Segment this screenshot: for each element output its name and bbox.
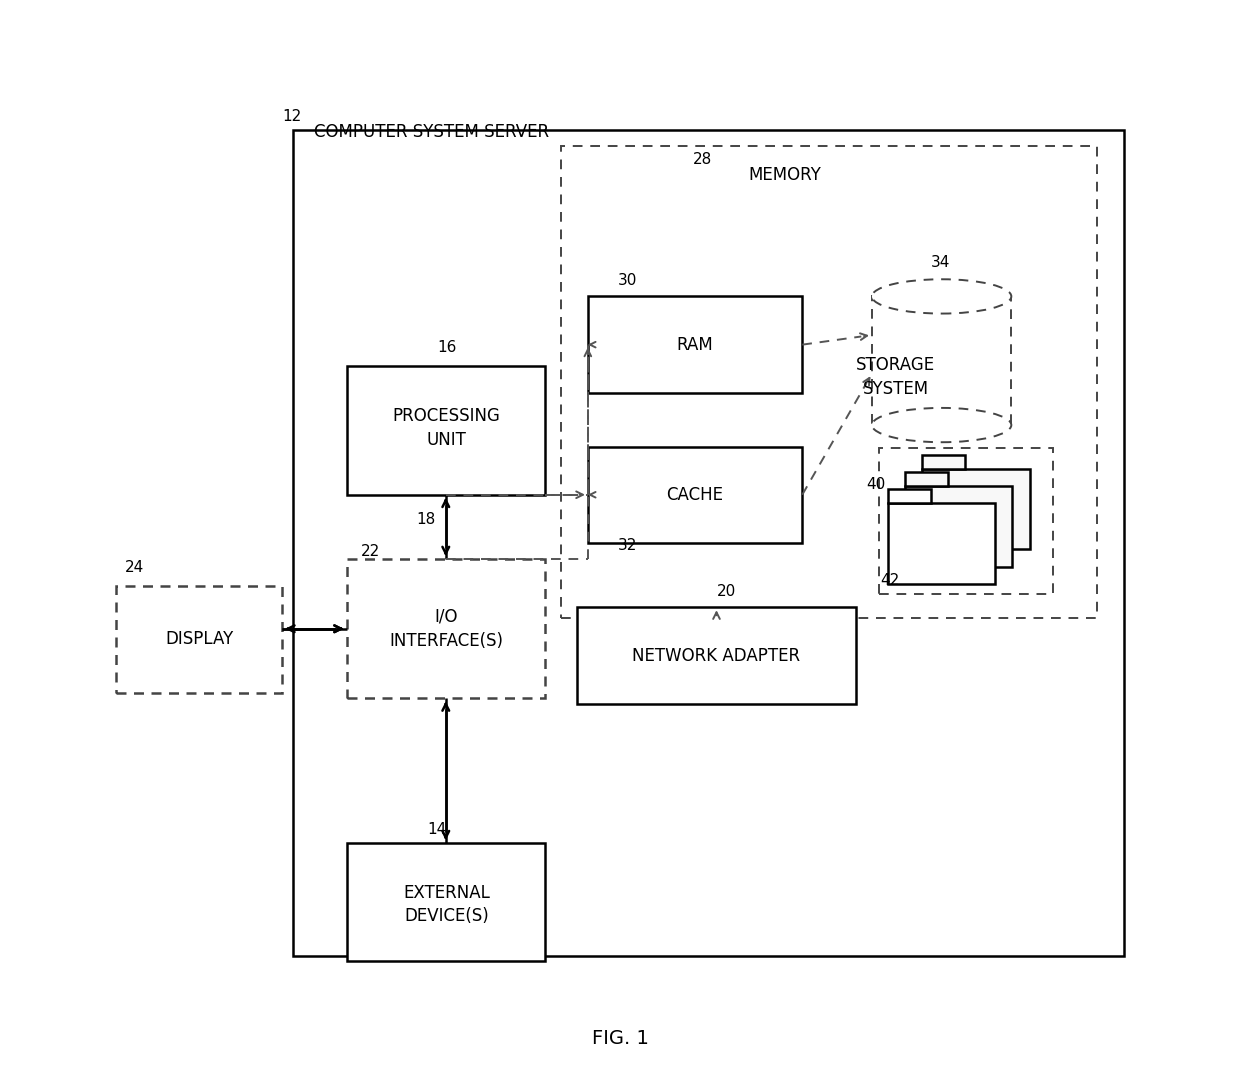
FancyBboxPatch shape: [347, 559, 544, 698]
FancyBboxPatch shape: [293, 130, 1123, 956]
Ellipse shape: [872, 279, 1012, 314]
Text: 22: 22: [361, 544, 379, 559]
FancyBboxPatch shape: [588, 296, 802, 393]
Text: FIG. 1: FIG. 1: [591, 1028, 649, 1048]
FancyBboxPatch shape: [923, 469, 1029, 550]
FancyBboxPatch shape: [888, 489, 931, 503]
FancyBboxPatch shape: [872, 296, 1012, 425]
FancyBboxPatch shape: [879, 447, 1053, 594]
Text: 40: 40: [867, 477, 885, 492]
Text: 30: 30: [618, 273, 637, 288]
FancyBboxPatch shape: [560, 147, 1097, 618]
Text: 20: 20: [717, 584, 735, 598]
Text: RAM: RAM: [677, 336, 713, 354]
FancyBboxPatch shape: [347, 843, 544, 961]
Text: PROCESSING
UNIT: PROCESSING UNIT: [392, 407, 500, 450]
Text: EXTERNAL
DEVICE(S): EXTERNAL DEVICE(S): [403, 884, 490, 925]
Text: 18: 18: [417, 512, 435, 527]
Text: COMPUTER SYSTEM SERVER: COMPUTER SYSTEM SERVER: [315, 124, 549, 141]
FancyBboxPatch shape: [117, 585, 283, 693]
FancyBboxPatch shape: [347, 366, 544, 495]
Text: 24: 24: [125, 560, 144, 576]
Text: STORAGE
SYSTEM: STORAGE SYSTEM: [856, 356, 935, 397]
Text: NETWORK ADAPTER: NETWORK ADAPTER: [632, 646, 801, 665]
Text: CACHE: CACHE: [667, 485, 724, 504]
FancyBboxPatch shape: [888, 503, 996, 584]
Text: 14: 14: [427, 822, 446, 836]
Text: I/O
INTERFACE(S): I/O INTERFACE(S): [389, 608, 503, 649]
FancyBboxPatch shape: [588, 446, 802, 543]
FancyBboxPatch shape: [923, 455, 965, 469]
Text: 16: 16: [438, 340, 458, 355]
Text: MEMORY: MEMORY: [749, 166, 822, 185]
Text: 32: 32: [618, 538, 637, 553]
Ellipse shape: [872, 408, 1012, 442]
Text: 34: 34: [931, 254, 950, 269]
Text: DISPLAY: DISPLAY: [166, 631, 234, 648]
FancyBboxPatch shape: [905, 487, 1012, 567]
FancyBboxPatch shape: [577, 607, 856, 704]
Text: 28: 28: [693, 152, 712, 166]
Text: 42: 42: [880, 573, 900, 588]
FancyBboxPatch shape: [905, 471, 949, 487]
Text: 12: 12: [283, 109, 301, 124]
